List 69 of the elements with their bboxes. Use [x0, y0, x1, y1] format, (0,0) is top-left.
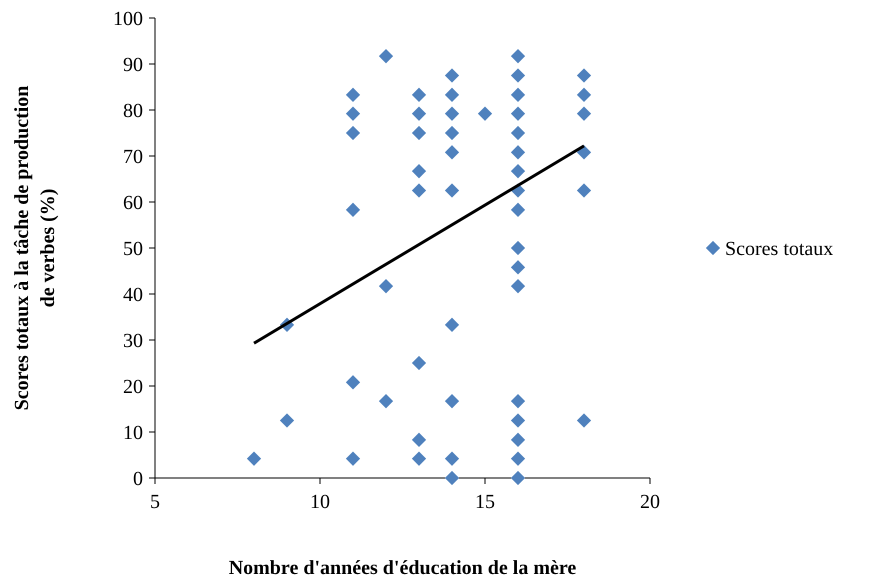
point — [510, 49, 526, 64]
point — [444, 470, 460, 486]
point — [444, 106, 460, 121]
y-tick-label: 0 — [133, 468, 143, 490]
point — [510, 260, 526, 274]
point — [444, 88, 460, 102]
y-tick-label: 60 — [123, 192, 143, 214]
point — [346, 202, 360, 217]
point — [346, 106, 360, 121]
point — [510, 413, 526, 428]
x-tick-label: 15 — [475, 491, 495, 513]
point — [412, 164, 426, 178]
x-tick-label: 20 — [640, 491, 660, 513]
point — [412, 88, 426, 102]
point — [444, 126, 460, 140]
point — [412, 452, 426, 466]
point — [378, 394, 394, 408]
point — [510, 470, 526, 486]
y-tick-label: 50 — [123, 238, 143, 260]
point — [412, 126, 426, 140]
point — [510, 452, 526, 466]
point — [510, 68, 526, 83]
point — [510, 106, 526, 121]
point — [378, 49, 394, 64]
point — [510, 279, 526, 294]
point — [444, 183, 460, 198]
point — [346, 375, 360, 390]
point — [412, 183, 426, 198]
y-tick-label: 100 — [113, 8, 143, 30]
point — [444, 68, 460, 83]
point — [576, 68, 592, 83]
y-tick-label: 30 — [123, 330, 143, 352]
x-tick-label: 10 — [310, 491, 330, 513]
point — [444, 394, 460, 408]
point — [378, 279, 394, 294]
point — [346, 88, 360, 102]
point — [576, 413, 592, 428]
point — [510, 88, 526, 102]
point — [510, 432, 526, 447]
y-tick-label: 90 — [123, 54, 143, 76]
y-tick-label: 20 — [123, 376, 143, 398]
point — [346, 126, 360, 140]
point — [510, 145, 526, 160]
x-tick-label: 5 — [150, 491, 160, 513]
point — [576, 183, 592, 198]
y-tick-label: 10 — [123, 422, 143, 444]
point — [576, 106, 592, 121]
y-tick-label: 40 — [123, 284, 143, 306]
point — [444, 452, 460, 466]
point — [510, 202, 526, 217]
x-axis-title: Nombre d'années d'éducation de la mère — [228, 557, 576, 579]
point — [510, 164, 526, 178]
point — [478, 106, 492, 121]
point — [444, 145, 460, 160]
y-axis-title: Scores totaux à la tâche de production de verbes (%) — [11, 86, 59, 410]
point — [510, 126, 526, 140]
y-tick-label: 70 — [123, 146, 143, 168]
legend-label: Scores totaux — [725, 238, 834, 260]
y-tick-label: 80 — [123, 100, 143, 122]
point — [444, 318, 460, 332]
point — [510, 240, 526, 256]
point — [412, 106, 426, 121]
point — [412, 432, 426, 447]
point — [576, 88, 592, 102]
point — [510, 394, 526, 408]
point — [246, 452, 262, 466]
point — [346, 452, 360, 466]
point — [280, 413, 294, 428]
point — [412, 356, 426, 370]
